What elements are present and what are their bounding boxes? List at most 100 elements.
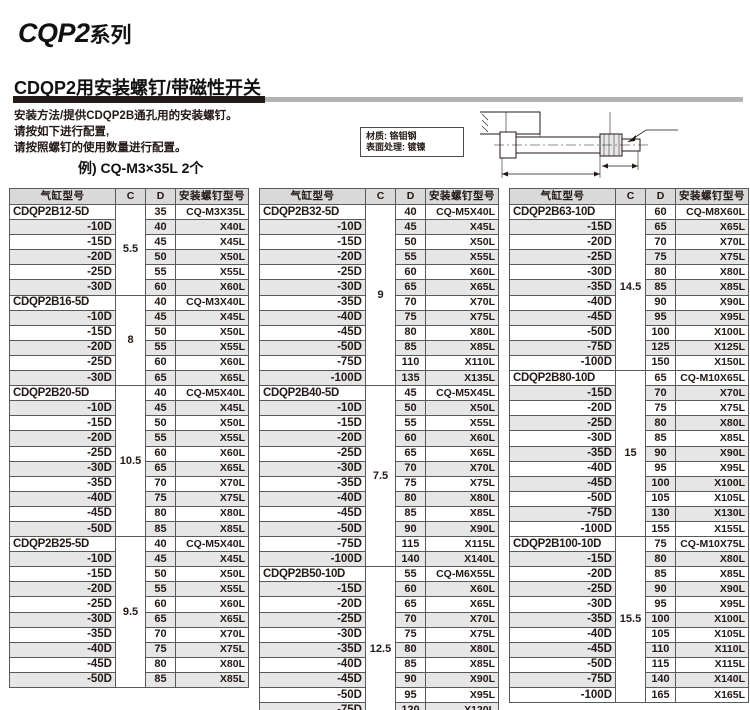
cell-screw-model: X85L bbox=[425, 339, 499, 356]
section-title: CDQP2用安装螺钉/带磁性开关 bbox=[14, 78, 262, 98]
table-row: CDQP2B40-5D 7.5 45 CQ-M5X45L bbox=[259, 385, 499, 568]
cell-d-value: 85 bbox=[645, 566, 676, 583]
cell-d-value: 70 bbox=[645, 234, 676, 251]
cell-model: -30D bbox=[9, 611, 116, 628]
table-row: -25D 65 X65L bbox=[259, 445, 499, 462]
cell-d-value: 75 bbox=[645, 249, 676, 266]
mounting-screw-diagram: 安装螺钉 D C bbox=[478, 104, 688, 186]
cell-model: -25D bbox=[259, 611, 366, 628]
cell-screw-model: X105L bbox=[675, 626, 749, 643]
cell-d-value: 70 bbox=[145, 626, 176, 643]
cell-d-value: 70 bbox=[395, 460, 426, 477]
cell-screw-model: X75L bbox=[175, 641, 249, 658]
cell-d-value: 95 bbox=[395, 686, 426, 704]
cell-screw-model: X90L bbox=[675, 445, 749, 462]
cell-model: -30D bbox=[509, 264, 616, 281]
cell-model: -45D bbox=[509, 475, 616, 492]
table-row: -30D 65 X65L bbox=[9, 611, 249, 628]
cell-model: -35D bbox=[509, 279, 616, 296]
cell-model: -35D bbox=[259, 294, 366, 311]
cell-screw-model: X50L bbox=[175, 566, 249, 583]
cell-model: -20D bbox=[259, 430, 366, 447]
cell-screw-model: X55L bbox=[175, 581, 249, 598]
table-row: -30D 65 X65L bbox=[9, 370, 249, 387]
cell-d-value: 115 bbox=[395, 536, 426, 553]
table-row: -45D 100 X100L bbox=[509, 475, 749, 492]
cell-d-value: 80 bbox=[645, 264, 676, 281]
cell-d-value: 155 bbox=[645, 520, 676, 538]
cell-d-value: 65 bbox=[145, 611, 176, 628]
cell-screw-model: X60L bbox=[175, 354, 249, 372]
cell-d-value: 85 bbox=[645, 430, 676, 447]
cell-screw-model: X50L bbox=[425, 400, 499, 417]
cell-d-value: 75 bbox=[395, 626, 426, 643]
cell-d-value: 50 bbox=[145, 566, 176, 583]
cell-model: -35D bbox=[259, 641, 366, 658]
table-row: -35D 90 X90L bbox=[509, 445, 749, 462]
cell-model: -50D bbox=[509, 490, 616, 507]
cell-d-value: 85 bbox=[145, 520, 176, 538]
table-row: -10D 40 X40L bbox=[9, 219, 249, 236]
cell-screw-model: CQ-M3X35L bbox=[175, 203, 249, 221]
cell-c-value: 15 bbox=[615, 370, 646, 538]
table-row: -75D 110 X110L bbox=[259, 354, 499, 372]
table-row: -50D 105 X105L bbox=[509, 490, 749, 507]
cell-d-value: 50 bbox=[145, 324, 176, 341]
material-line-2: 表面处理: 镀镍 bbox=[366, 142, 426, 152]
cell-d-value: 75 bbox=[145, 490, 176, 507]
cell-screw-model: X75L bbox=[425, 309, 499, 326]
cell-screw-model: X65L bbox=[175, 460, 249, 477]
table-header-row: 气缸型号 C D 安装螺钉型号 bbox=[509, 188, 749, 205]
cell-screw-model: X90L bbox=[675, 294, 749, 311]
cell-model: -20D bbox=[509, 400, 616, 417]
cell-d-value: 90 bbox=[645, 294, 676, 311]
table-row: -30D 65 X65L bbox=[259, 279, 499, 296]
cell-d-value: 60 bbox=[145, 596, 176, 613]
cell-d-value: 50 bbox=[395, 400, 426, 417]
table-row: -25D 75 X75L bbox=[509, 249, 749, 266]
cell-model: CDQP2B16-5D bbox=[9, 294, 116, 311]
column-header-d: D bbox=[395, 188, 426, 205]
cell-screw-model: X80L bbox=[675, 264, 749, 281]
cell-model: -75D bbox=[509, 671, 616, 689]
cell-screw-model: X95L bbox=[675, 596, 749, 613]
cell-screw-model: X75L bbox=[425, 626, 499, 643]
table-row: -100D 150 X150L bbox=[509, 354, 749, 372]
cell-d-value: 55 bbox=[145, 264, 176, 281]
cell-screw-model: X100L bbox=[675, 324, 749, 341]
cell-model: CDQP2B63-10D bbox=[509, 203, 616, 221]
cell-model: -35D bbox=[509, 611, 616, 628]
cell-d-value: 50 bbox=[145, 249, 176, 266]
cell-d-value: 60 bbox=[145, 279, 176, 296]
series-title: CQP2系列 bbox=[18, 18, 132, 49]
column-header-c: C bbox=[615, 188, 646, 205]
cell-screw-model: X90L bbox=[425, 520, 499, 538]
title-underline-light bbox=[265, 97, 743, 102]
cell-d-value: 80 bbox=[145, 656, 176, 673]
cell-screw-model: X70L bbox=[425, 294, 499, 311]
cell-d-value: 165 bbox=[645, 686, 676, 704]
cell-model: -45D bbox=[509, 309, 616, 326]
series-title-latin: CQP2 bbox=[18, 18, 90, 48]
cell-d-value: 90 bbox=[645, 445, 676, 462]
table-row: -45D 85 X85L bbox=[259, 505, 499, 522]
table-row: -25D 60 X60L bbox=[9, 445, 249, 462]
cell-model: -25D bbox=[509, 249, 616, 266]
table-row: CDQP2B80-10D 15 65 CQ-M10X65L bbox=[509, 370, 749, 538]
cell-d-value: 70 bbox=[395, 611, 426, 628]
table-row: -20D 75 X75L bbox=[509, 400, 749, 417]
table-row: -15D 55 X55L bbox=[259, 415, 499, 432]
cell-model: -100D bbox=[509, 686, 616, 704]
table-row: -40D 75 X75L bbox=[9, 641, 249, 658]
cell-c-value: 7.5 bbox=[365, 385, 396, 568]
cell-d-value: 150 bbox=[645, 354, 676, 372]
table-row: -35D 70 X70L bbox=[259, 294, 499, 311]
cell-model: -30D bbox=[9, 460, 116, 477]
cell-d-value: 40 bbox=[145, 294, 176, 311]
cell-screw-model: CQ-M5X40L bbox=[175, 385, 249, 402]
cell-screw-model: CQ-M3X40L bbox=[175, 294, 249, 311]
cell-d-value: 130 bbox=[645, 505, 676, 522]
table-row: -75D 120 X120L bbox=[259, 702, 499, 710]
cell-model: -20D bbox=[9, 430, 116, 447]
cell-screw-model: X140L bbox=[425, 551, 499, 568]
